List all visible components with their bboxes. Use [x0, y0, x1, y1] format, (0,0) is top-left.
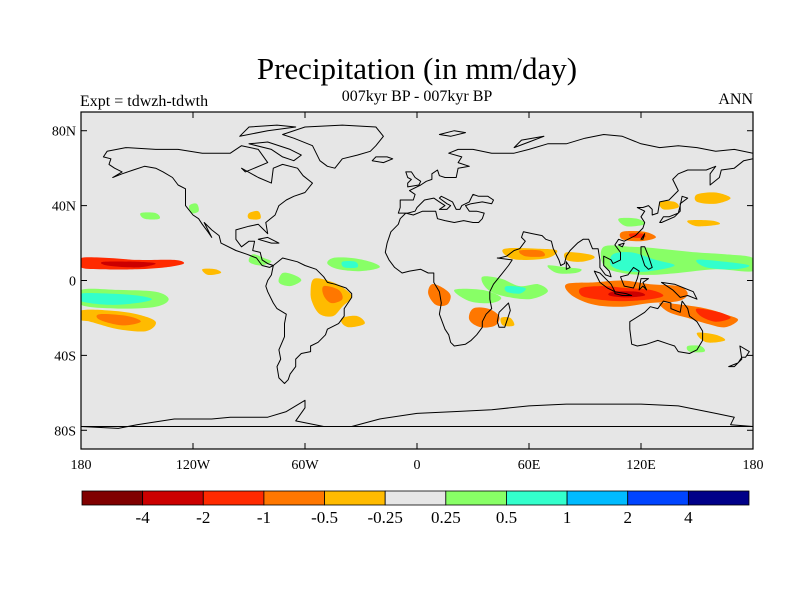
colorbar-swatch [142, 490, 204, 506]
colorbar-swatch [384, 490, 447, 506]
coastline-south-america [265, 257, 353, 384]
coastline-eurasia-africa [384, 134, 753, 347]
colorbar-label: 4 [684, 508, 693, 527]
coastline-madagascar [496, 302, 511, 328]
anomaly-amazon-wet [278, 272, 302, 287]
coastline-australia [629, 300, 704, 354]
anomaly-north-atlantic-dry [247, 210, 261, 220]
colorbar-swatch [566, 490, 629, 506]
lon-tick-label: 120W [176, 458, 211, 473]
lon-tick-label: 60E [518, 458, 541, 473]
map-background [81, 112, 753, 449]
colorbar-swatch [506, 490, 568, 506]
anomaly-south-atlantic-dry [340, 315, 365, 328]
coastline-japan [659, 195, 689, 223]
colorbar-swatch [627, 490, 689, 506]
coastline-britain [405, 171, 422, 188]
coastline-antarctica [81, 399, 753, 429]
anomaly-japan-dry [659, 201, 679, 210]
colorbar-swatch [263, 490, 325, 506]
coastline-novaya-zemlya [513, 135, 545, 149]
colorbar-swatch [81, 490, 144, 506]
coastline-hainan [618, 242, 625, 248]
coastline-taiwan [640, 233, 646, 240]
lon-tick-label: 180 [743, 458, 764, 473]
anomaly-layer [81, 192, 753, 353]
coastline-ellesmere [239, 124, 297, 137]
lat-tick-label: 80N [52, 125, 76, 140]
anomaly-bay-of-bengal-dry [563, 252, 595, 262]
coastline-north-america [102, 145, 313, 268]
anomaly-south-pacific-convergence-dry-core [96, 314, 141, 326]
anomaly-west-africa-dry [428, 284, 451, 307]
lon-tick-label: 0 [414, 458, 421, 473]
anomaly-south-asia-wet [547, 265, 582, 274]
anomaly-west-pacific-wet-core [609, 251, 675, 272]
coastline-baffin [248, 141, 302, 162]
lat-tick-label: 80S [54, 424, 76, 439]
anomaly-indian-ocean-wet-core [504, 285, 526, 294]
colorbar-label: 0.25 [431, 508, 461, 527]
anomaly-north-pacific-east-dry [694, 192, 731, 204]
colorbar-label: -0.25 [367, 508, 402, 527]
coastline-layer [81, 124, 753, 429]
anomaly-northern-australia-dry-core [695, 308, 731, 322]
figure-title: Precipitation (in mm/day) [256, 51, 578, 86]
anomaly-arabian-sea-dry-core [518, 249, 545, 257]
colorbar-label: 0.5 [496, 508, 517, 527]
coastline-sri-lanka [565, 261, 571, 270]
anomaly-east-australia-dry [696, 332, 726, 343]
map-axes: 80N 40N 0 40S 80S 180 120W 60W 0 60E 120E 180 [52, 112, 764, 473]
anomaly-atlantic-itcz-wet-core [341, 261, 359, 269]
lon-tick-label: 120E [626, 458, 656, 473]
figure-subtitle: 007kyr BP - 007kyr BP [341, 88, 493, 105]
lat-tick-label: 40S [54, 349, 76, 364]
lat-tick-label: 40N [52, 200, 76, 215]
anomaly-north-pacific-wet [140, 212, 161, 220]
experiment-label: Expt = tdwzh-tdwth [80, 93, 209, 110]
coastline-new-guinea [661, 281, 698, 300]
coastline-new-zealand [728, 345, 750, 368]
colorbar-swatch [202, 490, 265, 506]
colorbar-label: 2 [623, 508, 632, 527]
colorbar-label: -4 [136, 508, 151, 527]
coastline-philippines [640, 246, 653, 270]
colorbar-swatch [687, 490, 750, 506]
colorbar-swatch [445, 490, 507, 506]
coastline-borneo [620, 266, 640, 289]
colorbar-label: -0.5 [311, 508, 338, 527]
coastline-sulawesi [638, 278, 649, 291]
colorbar-label: -1 [257, 508, 271, 527]
colorbar: -4 -2 -1 -0.5 -0.25 0.25 0.5 1 2 4 [81, 490, 750, 527]
anomaly-west-pacific-wet-core-east [696, 259, 750, 270]
anomaly-north-pacific-itcz-dry-core [100, 261, 156, 268]
anomaly-amazon-dry-core [322, 285, 343, 304]
coastline-svalbard [438, 130, 466, 137]
coastline-greenland [282, 124, 384, 169]
coastline-iceland [371, 156, 394, 164]
colorbar-label: -2 [196, 508, 210, 527]
colorbar-swatch [324, 490, 386, 506]
anomaly-kuroshio-dry [687, 220, 721, 227]
colorbar-label: 1 [563, 508, 572, 527]
coastline-cuba [257, 236, 280, 244]
anomaly-southern-ocean-wet [686, 345, 706, 353]
anomaly-indian-ocean-dry-south [500, 317, 515, 327]
anomaly-east-asia-wet [618, 217, 646, 227]
lat-tick-label: 0 [69, 275, 76, 290]
season-label: ANN [718, 91, 753, 108]
anomaly-north-atlantic-wet [188, 203, 199, 214]
lon-tick-label: 60W [291, 458, 319, 473]
lon-tick-label: 180 [71, 458, 92, 473]
anomaly-east-pacific-dry [202, 268, 222, 276]
coastline-java [614, 291, 633, 296]
anomaly-south-pacific-wet-core [81, 292, 152, 305]
